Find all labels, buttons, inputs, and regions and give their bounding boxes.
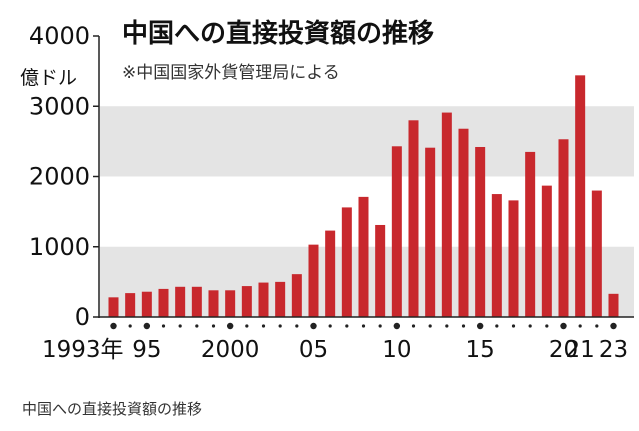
bar-2022: [591, 190, 602, 317]
x-tick-label: 20: [549, 337, 578, 363]
x-minor-dot: [261, 324, 266, 328]
x-tick-label: 21: [566, 337, 595, 363]
y-tick-label: 1000: [29, 233, 90, 261]
x-minor-dot: [428, 324, 432, 328]
chart-title: 中国への直接投資額の推移: [122, 19, 434, 49]
x-minor-dot: [378, 324, 382, 328]
x-minor-dot: [295, 324, 299, 328]
bar-2006: [325, 230, 336, 317]
x-minor-dot: [328, 324, 332, 328]
x-major-dot: [226, 322, 234, 330]
x-minor-dot: [178, 324, 182, 328]
x-minor-dot: [411, 324, 416, 328]
x-major-dot: [110, 322, 117, 330]
x-minor-dot: [278, 324, 282, 328]
bar-2003: [275, 281, 286, 317]
bar-2023: [608, 293, 619, 317]
bar-2010: [391, 146, 402, 317]
bar-1999: [208, 290, 219, 317]
x-minor-dot: [128, 324, 132, 328]
y-tick-label: 0: [75, 303, 90, 331]
x-minor-dot: [595, 324, 599, 328]
bar-1995: [141, 291, 152, 317]
y-tick-labels: 0 1000 2000 3000 4000: [29, 22, 90, 331]
figure-caption: 中国への直接投資額の推移: [22, 400, 203, 418]
x-tick-label: 1993年: [42, 337, 124, 363]
x-minor-dot: [211, 324, 216, 328]
axes: [93, 35, 634, 318]
bar-1996: [158, 288, 169, 317]
x-minor-dot: [545, 324, 549, 328]
x-tick-label: 10: [382, 337, 411, 363]
x-minor-dot: [511, 324, 516, 328]
x-major-dot: [143, 322, 151, 330]
x-minor-dot: [361, 324, 366, 328]
x-minor-dot: [195, 324, 199, 328]
x-minor-dot: [578, 324, 582, 328]
y-tick-label: 3000: [29, 92, 90, 120]
bar-2013: [441, 112, 452, 317]
x-minor-dot: [461, 324, 466, 328]
bar-1994: [125, 293, 136, 317]
band-1: [100, 106, 634, 177]
y-tick-label: 2000: [29, 163, 90, 191]
bar-2004: [291, 274, 302, 317]
bar-2000: [225, 290, 236, 317]
y-axis-unit-label: 億ドル: [20, 67, 77, 89]
x-minor-dot: [445, 324, 449, 328]
bar-1993: [108, 297, 119, 317]
y-tick-label: 4000: [29, 22, 90, 50]
x-minor-dot: [528, 324, 532, 328]
x-minor-dot: [345, 324, 349, 328]
x-tick-label: 23: [599, 337, 628, 363]
bar-2005: [308, 244, 319, 317]
bar-2020: [558, 139, 569, 317]
x-tick-label: 05: [299, 337, 328, 363]
bar-2012: [425, 147, 436, 317]
x-major-dot: [310, 322, 317, 330]
bar-2008: [358, 196, 369, 317]
x-major-dot: [393, 322, 401, 330]
bar-2011: [408, 120, 419, 317]
bar-2007: [341, 207, 352, 317]
bar-2009: [375, 224, 386, 317]
bars: [108, 75, 619, 317]
bar-2001: [241, 286, 252, 317]
x-minor-dot: [495, 324, 499, 328]
chart-subtitle: ※中国国家外貨管理局による: [122, 63, 340, 83]
bar-2021: [575, 75, 586, 317]
x-major-dot: [560, 322, 567, 330]
bar-2019: [541, 185, 552, 317]
bar-1998: [191, 286, 202, 317]
bar-2018: [525, 151, 536, 317]
x-tick-label: 95: [132, 337, 161, 363]
bar-2016: [491, 194, 502, 317]
bar-1997: [175, 286, 186, 317]
x-tick-label: 2000: [201, 337, 260, 363]
bar-2017: [508, 200, 519, 317]
bar-2014: [458, 128, 469, 317]
x-tick-label: 15: [466, 337, 495, 363]
x-minor-dot: [161, 324, 166, 328]
bar-2015: [475, 146, 486, 317]
bar-2002: [258, 282, 269, 317]
x-major-dot: [610, 322, 617, 330]
x-major-dot: [476, 322, 484, 330]
x-minor-dot: [245, 324, 249, 328]
